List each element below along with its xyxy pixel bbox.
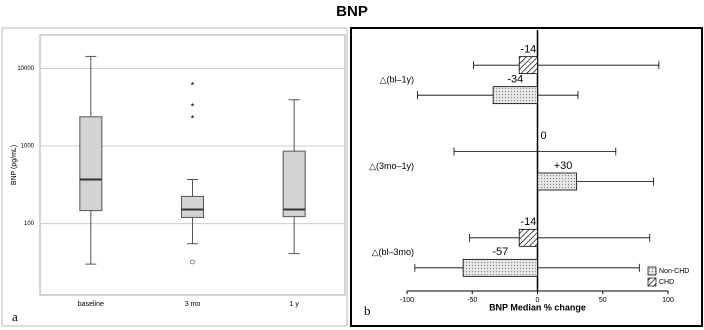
extreme xyxy=(190,114,195,119)
box xyxy=(79,116,103,212)
legend-swatch xyxy=(647,277,657,287)
y-tick-label: △(bl–1y) xyxy=(380,75,414,85)
panel-b-frame xyxy=(350,27,703,327)
box xyxy=(282,150,306,218)
panel-label: a xyxy=(12,309,18,324)
outlier xyxy=(190,259,195,265)
figure-title: BNP xyxy=(336,3,368,20)
value-label: -34 xyxy=(507,74,523,86)
value-label: -14 xyxy=(520,44,536,56)
legend-label: Non-CHD xyxy=(659,268,689,275)
plot-area xyxy=(39,34,346,296)
extreme xyxy=(190,81,195,86)
panel-label: b xyxy=(364,303,371,318)
x-axis-label: BNP Median % change xyxy=(489,302,586,312)
bar xyxy=(492,86,538,105)
extreme xyxy=(190,102,195,107)
box xyxy=(181,195,204,218)
legend-swatch xyxy=(647,266,657,276)
y-tick-label: 1000 xyxy=(21,144,35,150)
y-tick-label: 10000 xyxy=(17,66,34,72)
x-tick-label: 1 y xyxy=(289,301,299,308)
y-axis-label: BNP (pg/mL) xyxy=(11,145,18,185)
value-label: -57 xyxy=(492,246,508,258)
x-tick-label: 3 mo xyxy=(185,301,201,308)
x-tick-label: -100 xyxy=(400,297,414,304)
bar xyxy=(537,172,578,191)
x-tick-label: 0 xyxy=(536,297,540,304)
bar xyxy=(462,258,538,277)
value-label: 0 xyxy=(540,130,546,142)
y-tick-label: △(3mo–1y) xyxy=(369,161,414,171)
value-label: -14 xyxy=(520,216,536,228)
x-tick-label: -50 xyxy=(467,297,477,304)
x-tick-label: 50 xyxy=(599,297,607,304)
y-tick-label: △(bl–3mo) xyxy=(372,247,414,257)
x-tick-label: baseline xyxy=(78,301,104,308)
bar xyxy=(518,56,538,75)
bar xyxy=(518,228,538,247)
x-tick-label: 100 xyxy=(662,297,674,304)
panel-a-frame xyxy=(1,27,348,327)
y-tick-label: 100 xyxy=(24,221,35,227)
value-label: +30 xyxy=(554,160,573,172)
legend-label: CHD xyxy=(659,279,674,286)
